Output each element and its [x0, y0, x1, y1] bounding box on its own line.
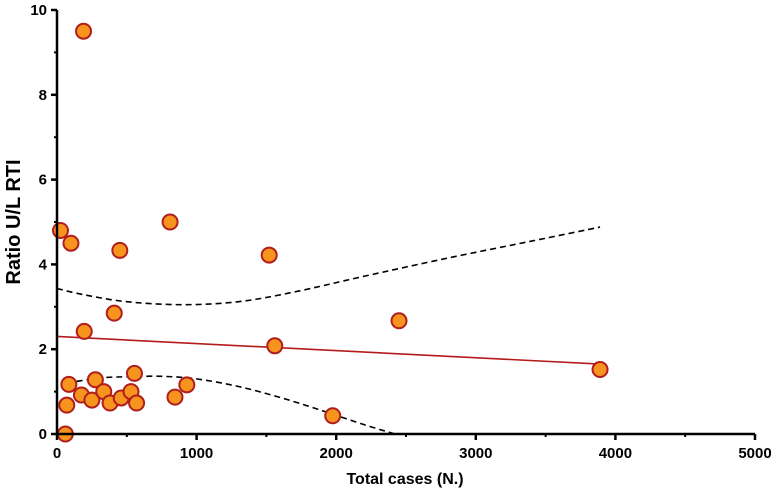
x-tick-label: 5000	[738, 445, 771, 462]
confidence-band	[56, 226, 601, 435]
y-tick-label: 6	[39, 172, 47, 189]
x-tick-label: 3000	[459, 445, 492, 462]
y-tick-label: 2	[39, 341, 47, 358]
x-tick-label: 0	[53, 445, 61, 462]
data-point	[58, 396, 76, 414]
data-point	[260, 246, 278, 264]
data-point	[125, 364, 143, 382]
y-tick-label: 0	[39, 426, 47, 443]
regression-line	[56, 335, 601, 365]
data-point	[128, 394, 146, 412]
data-point	[111, 241, 129, 259]
data-point	[390, 312, 408, 330]
x-tick-label: 4000	[599, 445, 632, 462]
data-point	[105, 304, 123, 322]
y-tick-label: 10	[30, 2, 47, 19]
data-point	[324, 407, 342, 425]
data-point	[591, 361, 609, 379]
data-point	[178, 376, 196, 394]
data-point	[86, 371, 104, 389]
y-tick-label: 4	[39, 256, 48, 273]
y-axis-title: Ratio U/L RTI	[3, 159, 25, 284]
data-point	[75, 322, 93, 340]
data-point	[62, 234, 80, 252]
data-point	[75, 22, 93, 40]
regression-line-group	[56, 335, 601, 365]
x-tick-label: 2000	[320, 445, 353, 462]
lower-confidence-curve	[66, 375, 396, 435]
data-point	[60, 375, 78, 393]
axes: 0 2 4 6 8 10 0 1000 2000 3000 4000 5000	[30, 2, 771, 462]
data-point	[83, 391, 101, 409]
data-point	[161, 213, 179, 231]
data-point	[166, 388, 184, 406]
x-tick-label: 1000	[180, 445, 213, 462]
upper-confidence-curve	[56, 226, 601, 306]
data-point	[51, 221, 69, 239]
data-point	[266, 337, 284, 355]
x-axis-title: Total cases (N.)	[346, 471, 463, 488]
data-points	[51, 22, 609, 443]
y-tick-label: 8	[39, 87, 47, 104]
